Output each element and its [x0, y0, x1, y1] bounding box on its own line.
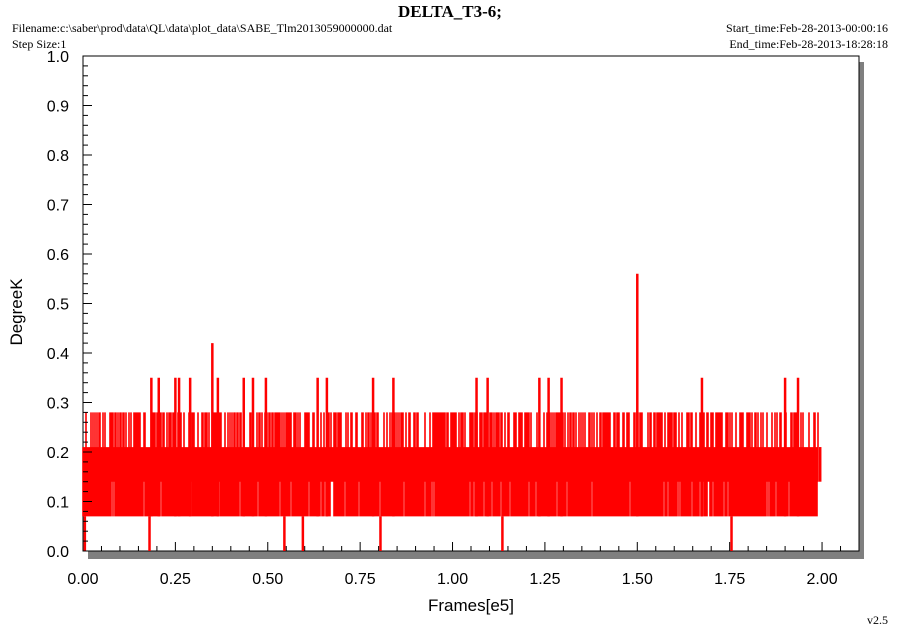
y-tick-label: 1.0: [47, 49, 69, 66]
version-label: v2.5: [867, 613, 888, 627]
x-tick-label: 0.50: [252, 571, 283, 588]
y-tick-label: 0.0: [47, 544, 69, 561]
y-tick-label: 0.9: [47, 99, 69, 116]
filename-label: Filename:c:\saber\prod\data\QL\data\plot…: [12, 21, 393, 35]
x-tick-label: 1.00: [437, 571, 468, 588]
chart-title: DELTA_T3-6;: [398, 2, 502, 21]
y-axis-label: DegreeK: [7, 278, 26, 346]
y-tick-label: 0.6: [47, 247, 69, 264]
x-tick-label: 0.00: [67, 571, 98, 588]
step-size-label: Step Size:1: [12, 37, 67, 51]
x-axis-label: Frames[e5]: [428, 596, 514, 615]
series-band: [82, 412, 819, 517]
y-axis: 0.0 0.1 0.2 0.3 0.4 0.5 0.6 0.7 0.8 0.9 1.0: [47, 49, 92, 561]
x-axis: 0.00 0.25 0.50 0.75 1.00 1.25 1.50 1.75 2.00: [67, 542, 842, 588]
y-tick-label: 0.3: [47, 396, 69, 413]
end-time-label: End_time:Feb-28-2013-18:28:18: [729, 37, 888, 51]
x-tick-label: 2.00: [806, 571, 837, 588]
y-tick-label: 0.8: [47, 148, 69, 165]
x-tick-label: 0.75: [345, 571, 376, 588]
x-tick-label: 0.25: [160, 571, 191, 588]
y-tick-label: 0.5: [47, 297, 69, 314]
y-tick-label: 0.4: [47, 346, 69, 363]
x-tick-label: 1.50: [622, 571, 653, 588]
x-tick-label: 1.25: [529, 571, 560, 588]
y-tick-label: 0.7: [47, 198, 69, 215]
x-tick-label: 1.75: [714, 571, 745, 588]
y-tick-label: 0.1: [47, 495, 69, 512]
start-time-label: Start_time:Feb-28-2013-00:00:16: [726, 21, 888, 35]
y-tick-label: 0.2: [47, 445, 69, 462]
